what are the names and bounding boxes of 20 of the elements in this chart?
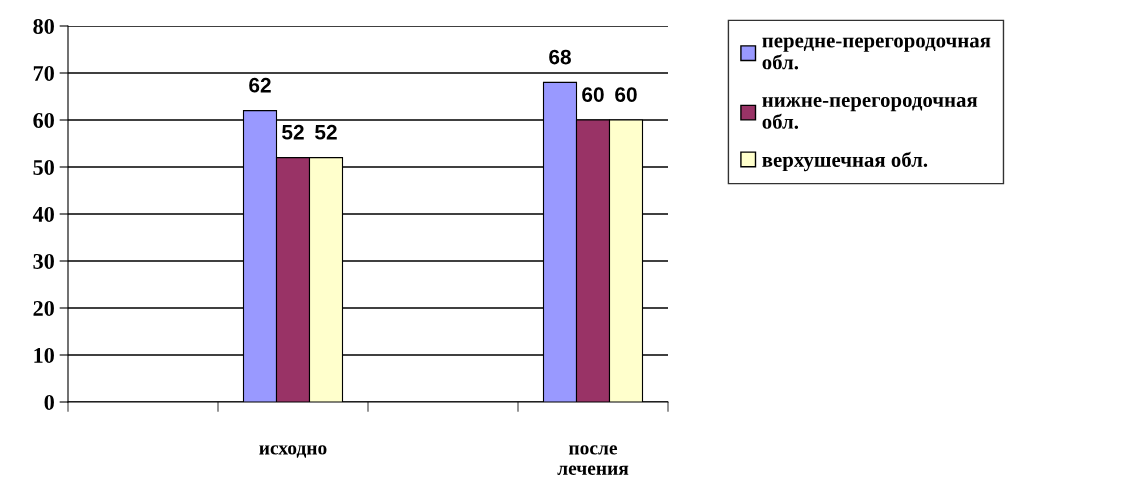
data-label: 60 — [582, 87, 604, 102]
data-label: 52 — [282, 124, 304, 140]
y-tick-label: 30 — [33, 253, 54, 269]
x-tick-label: исходно — [259, 445, 327, 458]
y-tick-label: 0 — [44, 394, 54, 410]
data-label: 52 — [315, 124, 337, 140]
legend-label: верхушечная обл. — [762, 151, 928, 172]
y-tick-label: 40 — [32, 206, 54, 222]
data-label: 62 — [249, 77, 271, 93]
y-tick-label: 60 — [33, 112, 54, 128]
y-tick-label: 10 — [34, 347, 54, 363]
legend-label: передне-перегородочная обл. — [762, 37, 991, 70]
data-label: 68 — [549, 49, 571, 65]
y-tick-label: 20 — [33, 300, 54, 316]
x-tick-label: после лечения — [557, 445, 629, 475]
data-label: 60 — [615, 87, 637, 102]
y-tick-label: 70 — [33, 65, 54, 81]
y-tick-label: 80 — [33, 18, 54, 34]
legend-label: нижне-перегородочная обл. — [762, 96, 978, 129]
y-tick-label: 50 — [33, 159, 54, 175]
